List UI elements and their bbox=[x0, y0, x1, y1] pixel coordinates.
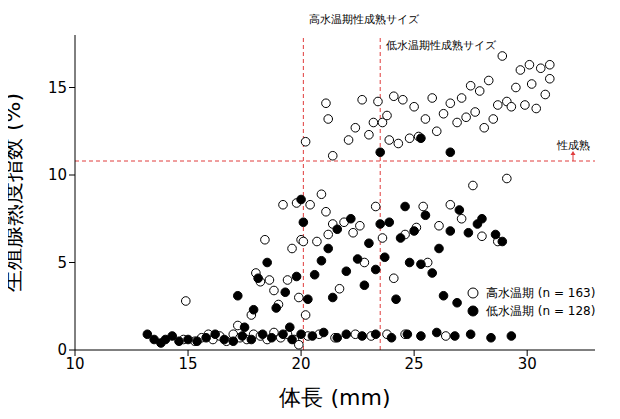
svg-text:0: 0 bbox=[57, 341, 67, 359]
svg-text:25: 25 bbox=[405, 355, 424, 373]
svg-text:15: 15 bbox=[178, 355, 197, 373]
svg-text:生殖腺熟度指数 (%): 生殖腺熟度指数 (%) bbox=[8, 93, 25, 292]
svg-text:30: 30 bbox=[518, 355, 537, 373]
html-text:低水温期 (n = 128): 低水温期 (n = 128) bbox=[486, 304, 596, 318]
svg-text:15: 15 bbox=[48, 79, 67, 97]
svg-text:10: 10 bbox=[65, 355, 84, 373]
svg-text:性成熟: 性成熟 bbox=[556, 139, 590, 152]
svg-text:10: 10 bbox=[48, 166, 67, 184]
svg-text:低水温期性成熟サイズ: 低水温期性成熟サイズ bbox=[386, 39, 497, 52]
svg-text:高水温期性成熟サイズ: 高水温期性成熟サイズ bbox=[309, 13, 420, 26]
html-text:高水温期 (n = 163): 高水温期 (n = 163) bbox=[486, 286, 596, 300]
svg-text:体長 (mm): 体長 (mm) bbox=[279, 385, 390, 410]
svg-text:5: 5 bbox=[57, 254, 67, 272]
svg-text:20: 20 bbox=[292, 355, 311, 373]
